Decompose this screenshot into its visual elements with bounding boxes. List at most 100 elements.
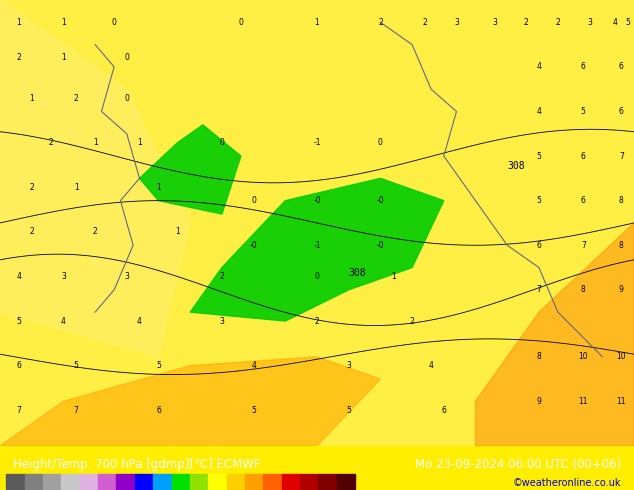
Bar bbox=[61, 474, 80, 489]
Text: 6: 6 bbox=[581, 62, 586, 72]
Text: 0: 0 bbox=[219, 138, 224, 147]
Text: 2: 2 bbox=[48, 138, 53, 147]
Bar bbox=[80, 474, 98, 489]
Text: 5: 5 bbox=[156, 361, 161, 370]
Text: 4: 4 bbox=[536, 107, 541, 116]
Text: 3: 3 bbox=[124, 272, 129, 281]
Text: 2: 2 bbox=[74, 94, 79, 102]
Text: 5: 5 bbox=[536, 151, 541, 161]
Bar bbox=[117, 474, 135, 489]
Text: 3: 3 bbox=[219, 317, 224, 325]
Bar bbox=[6, 474, 25, 489]
Text: 11: 11 bbox=[617, 397, 626, 406]
Text: 6: 6 bbox=[536, 241, 541, 250]
Text: 5: 5 bbox=[16, 317, 22, 325]
Text: 6: 6 bbox=[619, 107, 624, 116]
Text: -1: -1 bbox=[313, 138, 321, 147]
Text: 3: 3 bbox=[492, 18, 497, 27]
Text: 0: 0 bbox=[378, 138, 383, 147]
Text: 308: 308 bbox=[507, 161, 525, 172]
Bar bbox=[98, 474, 117, 489]
Text: 7: 7 bbox=[74, 406, 79, 415]
Text: 1: 1 bbox=[391, 272, 396, 281]
Text: 7: 7 bbox=[16, 406, 22, 415]
Text: 8: 8 bbox=[619, 196, 624, 205]
Bar bbox=[337, 474, 355, 489]
Text: 6: 6 bbox=[441, 406, 446, 415]
Text: 2: 2 bbox=[29, 183, 34, 192]
Text: 1: 1 bbox=[74, 183, 79, 192]
Polygon shape bbox=[0, 357, 380, 446]
Text: 4: 4 bbox=[16, 272, 22, 281]
Text: 2: 2 bbox=[93, 227, 98, 236]
Text: 3: 3 bbox=[587, 18, 592, 27]
Text: 1: 1 bbox=[61, 53, 66, 62]
Text: Mo 23-09-2024 06:00 UTC (00+06): Mo 23-09-2024 06:00 UTC (00+06) bbox=[415, 458, 621, 471]
Bar bbox=[300, 474, 318, 489]
Text: 1: 1 bbox=[61, 18, 66, 27]
Text: 8: 8 bbox=[581, 285, 586, 294]
Bar bbox=[263, 474, 281, 489]
Bar bbox=[208, 474, 226, 489]
Text: 7: 7 bbox=[581, 241, 586, 250]
Text: 5: 5 bbox=[625, 18, 630, 27]
Text: 2: 2 bbox=[410, 317, 415, 325]
Text: 6: 6 bbox=[581, 196, 586, 205]
Text: -0: -0 bbox=[377, 241, 384, 250]
Text: 5: 5 bbox=[251, 406, 256, 415]
Text: -1: -1 bbox=[313, 241, 321, 250]
Text: 2: 2 bbox=[524, 18, 529, 27]
Text: 3: 3 bbox=[61, 272, 66, 281]
Text: 5: 5 bbox=[346, 406, 351, 415]
Text: 0: 0 bbox=[124, 53, 129, 62]
Text: 9: 9 bbox=[536, 397, 541, 406]
Text: 2: 2 bbox=[422, 18, 427, 27]
Text: 2: 2 bbox=[29, 227, 34, 236]
Text: 0: 0 bbox=[314, 272, 320, 281]
Text: 4: 4 bbox=[251, 361, 256, 370]
Text: 7: 7 bbox=[619, 151, 624, 161]
Text: 7: 7 bbox=[536, 285, 541, 294]
Text: 0: 0 bbox=[112, 18, 117, 27]
Text: 2: 2 bbox=[378, 18, 383, 27]
Text: 1: 1 bbox=[137, 138, 142, 147]
Text: -0: -0 bbox=[377, 196, 384, 205]
Polygon shape bbox=[476, 223, 634, 446]
Text: 4: 4 bbox=[536, 62, 541, 72]
Polygon shape bbox=[190, 178, 444, 321]
Text: 5: 5 bbox=[581, 107, 586, 116]
Bar bbox=[25, 474, 43, 489]
Text: 1: 1 bbox=[29, 94, 34, 102]
Text: -0: -0 bbox=[250, 241, 257, 250]
Text: 8: 8 bbox=[536, 352, 541, 361]
Text: 2: 2 bbox=[16, 53, 22, 62]
Text: 1: 1 bbox=[314, 18, 320, 27]
Text: 5: 5 bbox=[74, 361, 79, 370]
Text: 1: 1 bbox=[175, 227, 180, 236]
Text: 2: 2 bbox=[219, 272, 224, 281]
Bar bbox=[245, 474, 263, 489]
Text: 11: 11 bbox=[579, 397, 588, 406]
Text: -0: -0 bbox=[313, 196, 321, 205]
Text: 4: 4 bbox=[429, 361, 434, 370]
Bar bbox=[318, 474, 337, 489]
Bar bbox=[226, 474, 245, 489]
Polygon shape bbox=[139, 125, 241, 214]
Text: 0: 0 bbox=[124, 94, 129, 102]
Bar bbox=[281, 474, 300, 489]
Text: 9: 9 bbox=[619, 285, 624, 294]
Text: 6: 6 bbox=[16, 361, 22, 370]
Text: Height/Temp. 700 hPa [gdmp][°C] ECMWF: Height/Temp. 700 hPa [gdmp][°C] ECMWF bbox=[13, 458, 260, 471]
Text: 2: 2 bbox=[555, 18, 560, 27]
Text: 6: 6 bbox=[156, 406, 161, 415]
Text: 0: 0 bbox=[251, 196, 256, 205]
Text: 0: 0 bbox=[238, 18, 243, 27]
Polygon shape bbox=[0, 0, 190, 357]
Text: 308: 308 bbox=[349, 269, 366, 278]
Text: 10: 10 bbox=[578, 352, 588, 361]
Bar bbox=[135, 474, 153, 489]
Text: 6: 6 bbox=[619, 62, 624, 72]
Text: 4: 4 bbox=[612, 18, 618, 27]
Text: ©weatheronline.co.uk: ©weatheronline.co.uk bbox=[513, 478, 621, 488]
Text: 2: 2 bbox=[314, 317, 320, 325]
